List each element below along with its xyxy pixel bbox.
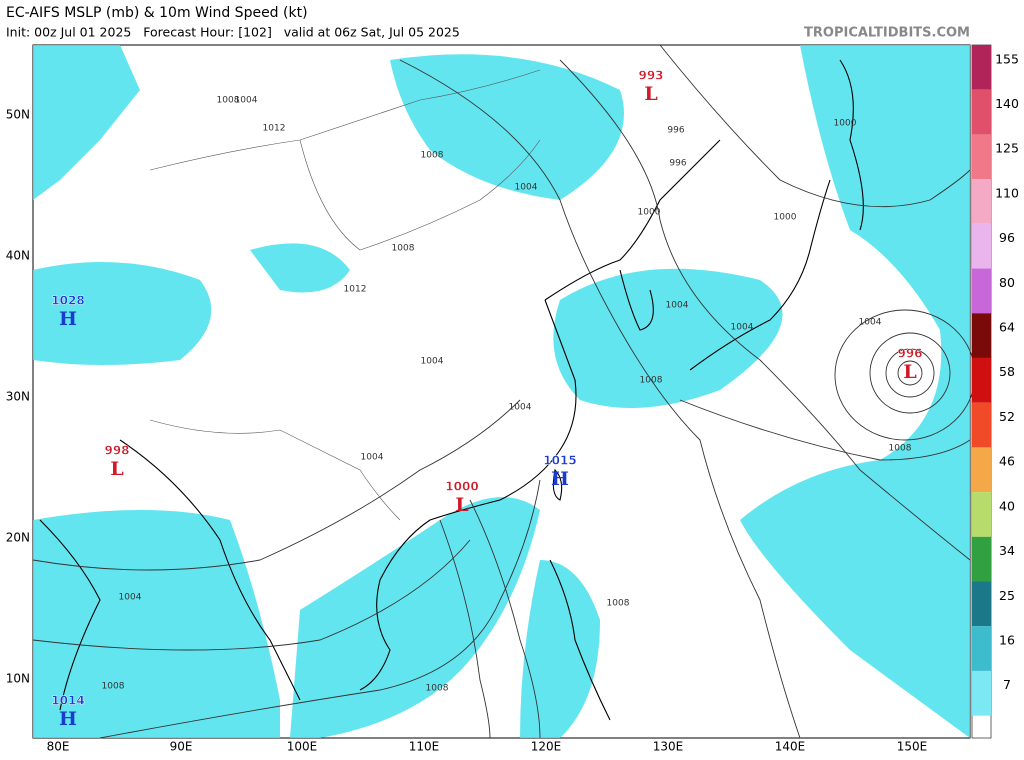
colorbar-segment xyxy=(972,447,991,493)
isobar-label: 1008 xyxy=(607,599,630,609)
lon-label: 80E xyxy=(47,740,70,754)
colorbar-segment xyxy=(972,492,991,537)
isobar-label: 1012 xyxy=(344,285,367,295)
lat-label: 50N xyxy=(6,108,30,122)
lat-label: 40N xyxy=(6,249,30,263)
colorbar-segment xyxy=(972,268,991,314)
wind-shading xyxy=(33,45,970,738)
site-credit: TROPICALTIDBITS.COM xyxy=(804,26,970,41)
center-letter: L xyxy=(644,83,657,105)
isobar-label: 996 xyxy=(669,159,686,169)
lat-label: 30N xyxy=(6,390,30,404)
colorbar-label: 110 xyxy=(995,185,1019,200)
lon-label: 100E xyxy=(287,740,318,754)
center-letter: L xyxy=(903,361,916,383)
colorbar-segment xyxy=(972,134,991,180)
isobar-label: 1008 xyxy=(102,682,125,692)
colorbar-label: 16 xyxy=(999,632,1015,647)
isobar-label: 996 xyxy=(667,126,684,136)
isobar-label: 1004 xyxy=(666,301,689,311)
colorbar-segment xyxy=(972,536,991,582)
lat-label: 10N xyxy=(6,672,30,686)
colorbar-segment xyxy=(972,223,991,269)
colorbar-label: 25 xyxy=(999,588,1015,603)
center-letter: H xyxy=(59,708,77,730)
center-value: 1014 xyxy=(51,694,84,708)
colorbar-segment xyxy=(972,313,991,358)
lat-label: 20N xyxy=(6,531,30,545)
isobar-label: 1008 xyxy=(889,444,912,454)
isobar-label: 1004 xyxy=(731,323,754,333)
colorbar-segment xyxy=(972,357,991,403)
isobar-label: 1004 xyxy=(421,357,444,367)
colorbar-label: 155 xyxy=(995,51,1019,66)
coastlines xyxy=(39,59,864,721)
isobar-label: 1004 xyxy=(119,593,142,603)
colorbar-label: 46 xyxy=(999,454,1015,469)
lon-label: 130E xyxy=(653,740,684,754)
center-value: 993 xyxy=(638,69,663,83)
colorbar-label: 40 xyxy=(999,498,1015,513)
isobar-label: 1008 xyxy=(640,376,663,386)
colorbar-label: 80 xyxy=(999,275,1015,290)
center-value: 1015 xyxy=(543,454,576,468)
lon-label: 110E xyxy=(409,740,440,754)
isobar-label: 1008 xyxy=(421,151,444,161)
isobar-label: 1004 xyxy=(859,318,882,328)
isobar-label: 1000 xyxy=(834,119,857,129)
lon-label: 140E xyxy=(775,740,806,754)
isobar-label: 1000 xyxy=(638,208,661,218)
center-value: 1028 xyxy=(51,294,84,308)
colorbar-segment xyxy=(972,45,991,90)
colorbar-segment xyxy=(972,626,991,671)
isobar-label: 1004 xyxy=(509,403,532,413)
isobar-label: 1008 xyxy=(426,684,449,694)
center-value: 996 xyxy=(897,347,922,361)
isobars xyxy=(32,44,976,739)
isobar-label: 1004 xyxy=(515,183,538,193)
center-letter: L xyxy=(455,494,468,516)
center-letter: L xyxy=(110,458,123,480)
colorbar-label: 96 xyxy=(999,230,1015,245)
lon-label: 150E xyxy=(897,740,928,754)
lon-label: 120E xyxy=(531,740,562,754)
isobar-label: 1000 xyxy=(774,213,797,223)
colorbar-label: 125 xyxy=(995,141,1019,156)
colorbar-label: 34 xyxy=(999,543,1015,558)
center-letter: H xyxy=(551,468,569,490)
colorbar-label: 52 xyxy=(999,409,1015,424)
colorbar-label: 58 xyxy=(999,364,1015,379)
center-letter: H xyxy=(59,308,77,330)
map-title: EC-AIFS MSLP (mb) & 10m Wind Speed (kt) xyxy=(6,5,308,21)
isobar-label: 1008 xyxy=(392,244,415,254)
lon-label: 90E xyxy=(170,740,193,754)
isobar-label: 1004 xyxy=(235,96,258,106)
colorbar-segment xyxy=(972,581,991,627)
labels: EC-AIFS MSLP (mb) & 10m Wind Speed (kt) … xyxy=(6,5,970,41)
isobar-label: 1012 xyxy=(263,124,286,134)
colorbar-segment xyxy=(972,670,991,716)
center-value: 998 xyxy=(104,444,129,458)
colorbar-segment xyxy=(972,89,991,135)
borders xyxy=(149,69,541,521)
center-value: 1000 xyxy=(445,480,478,494)
colorbar-label: 140 xyxy=(995,96,1019,111)
map-subtitle: Init: 00z Jul 01 2025 Forecast Hour: [10… xyxy=(6,25,460,40)
colorbar-segment xyxy=(972,179,991,224)
colorbar-label: 7 xyxy=(1003,677,1011,692)
isobar-label: 1008 xyxy=(217,96,240,106)
colorbar-label: 64 xyxy=(999,320,1015,335)
colorbar-segment xyxy=(972,402,991,448)
isobar-label: 1004 xyxy=(361,453,384,463)
